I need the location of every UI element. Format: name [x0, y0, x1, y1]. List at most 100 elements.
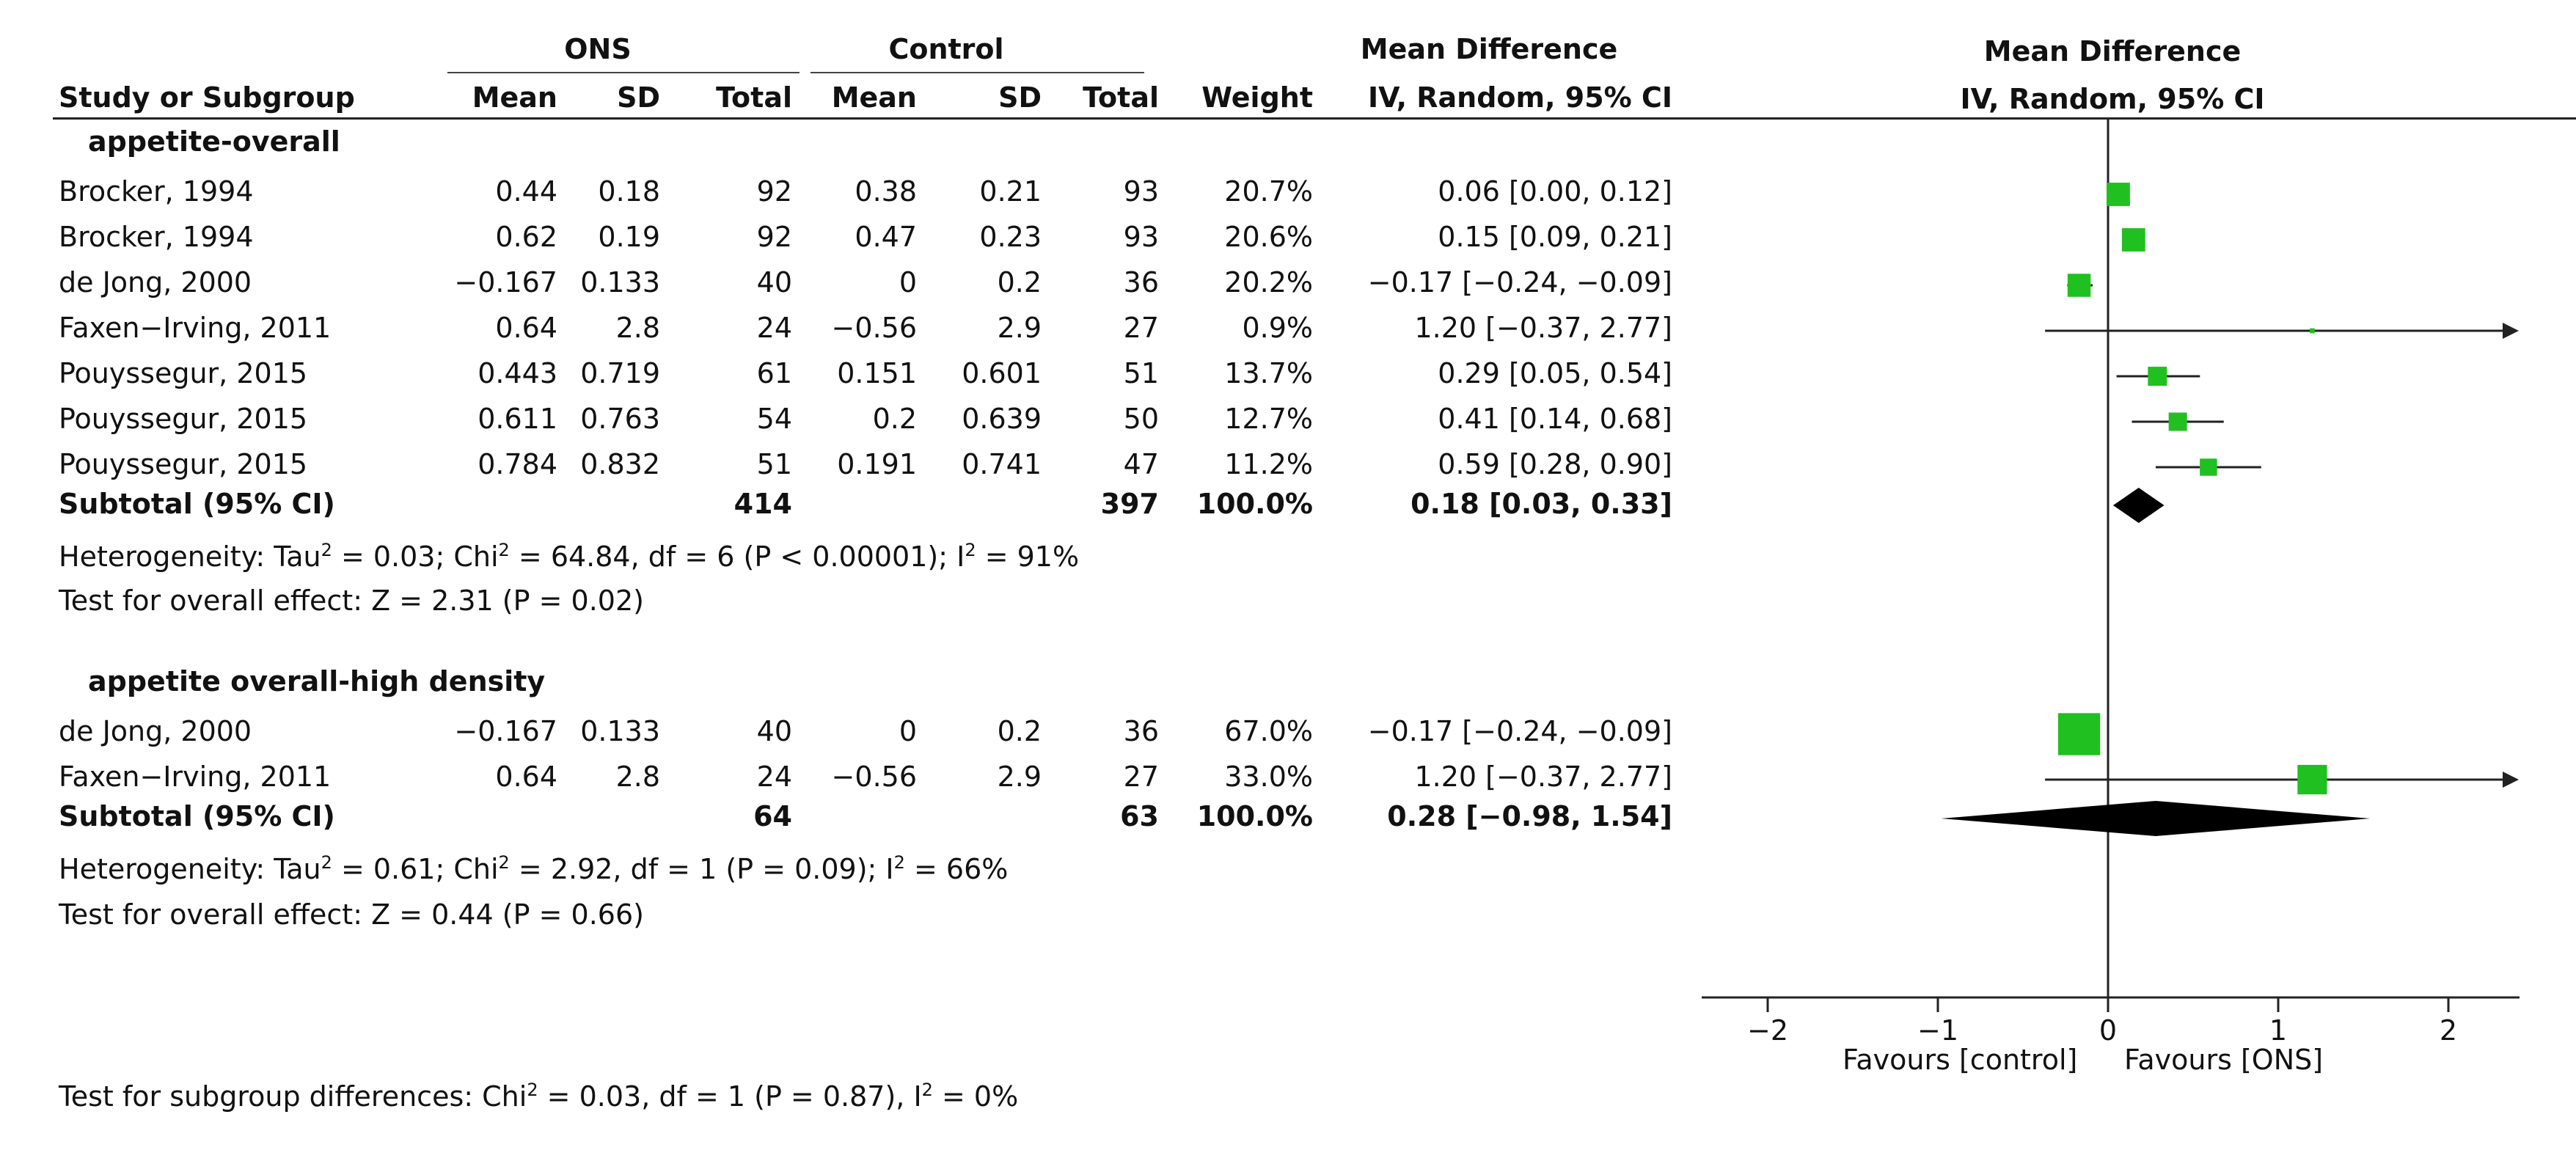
ons-sd: 2.8 — [615, 761, 660, 793]
ons-mean: −0.167 — [454, 715, 557, 747]
ons-sd: 0.719 — [580, 357, 660, 389]
ci-text: 1.20 [−0.37, 2.77] — [1414, 312, 1672, 344]
ons-mean: 0.64 — [495, 312, 557, 344]
ctrl-sd: 0.21 — [979, 175, 1042, 208]
study-name: Faxen−Irving, 2011 — [59, 761, 332, 793]
ctrl-sd: 0.2 — [997, 715, 1042, 747]
ons-total: 51 — [756, 448, 792, 480]
study-marker — [2057, 713, 2101, 755]
ci-text: 0.41 [0.14, 0.68] — [1438, 403, 1672, 435]
ctrl-mean: 0.151 — [837, 357, 917, 389]
x-tick-label: 2 — [2440, 1014, 2457, 1047]
ctrl-total: 27 — [1123, 761, 1159, 793]
ons-group-rule — [447, 72, 799, 73]
ctrl-total-header: Total — [1083, 81, 1159, 114]
md-sub-header: IV, Random, 95% CI — [1367, 81, 1672, 114]
ons-sd: 0.832 — [580, 448, 660, 480]
ons-mean: 0.784 — [477, 448, 557, 480]
subtotal-weight: 100.0% — [1196, 488, 1313, 520]
ctrl-mean: 0.38 — [855, 175, 917, 208]
ons-sd: 2.8 — [615, 312, 660, 344]
ons-group-header: ONS — [564, 33, 632, 65]
md-title-header: Mean Difference — [1360, 33, 1618, 65]
ci-text: −0.17 [−0.24, −0.09] — [1367, 715, 1672, 747]
study-marker — [2200, 458, 2217, 476]
ctrl-total: 93 — [1123, 221, 1159, 253]
ci-text: 0.06 [0.00, 0.12] — [1438, 175, 1672, 208]
ctrl-sd: 2.9 — [997, 312, 1042, 344]
favours-ons-label: Favours [ONS] — [2124, 1044, 2323, 1076]
ons-sd-header: SD — [617, 81, 660, 114]
ons-mean: 0.64 — [495, 761, 557, 793]
favours-control-label: Favours [control] — [1843, 1044, 2077, 1076]
ons-total: 92 — [756, 175, 792, 208]
study-name: Faxen−Irving, 2011 — [59, 312, 332, 344]
weight: 20.6% — [1224, 221, 1313, 253]
ons-total: 24 — [756, 312, 792, 344]
study-marker — [2148, 367, 2167, 386]
subtotal-ci-text: 0.28 [−0.98, 1.54] — [1387, 800, 1672, 832]
ons-sd: 0.18 — [598, 175, 660, 208]
ons-mean: −0.167 — [454, 266, 557, 299]
ctrl-sd: 2.9 — [997, 761, 1042, 793]
ons-mean: 0.443 — [477, 357, 557, 389]
subtotal-label: Subtotal (95% CI) — [59, 488, 335, 520]
ctrl-mean-header: Mean — [831, 81, 917, 114]
study-name: Brocker, 1994 — [59, 175, 254, 208]
study-name: de Jong, 2000 — [59, 266, 252, 299]
ons-total: 40 — [756, 715, 792, 747]
ctrl-mean: 0.191 — [837, 448, 917, 480]
ctrl-mean: −0.56 — [831, 761, 917, 793]
ctrl-sd: 0.741 — [962, 448, 1042, 480]
heterogeneity-text: Heterogeneity: Tau2 = 0.03; Chi2 = 64.84… — [59, 540, 1080, 573]
ci-text: 0.15 [0.09, 0.21] — [1438, 221, 1672, 253]
ons-mean-header: Mean — [472, 81, 557, 114]
study-name: Pouyssegur, 2015 — [59, 403, 308, 435]
control-group-rule — [811, 72, 1144, 73]
weight: 11.2% — [1224, 448, 1313, 480]
study-name: Pouyssegur, 2015 — [59, 448, 308, 480]
weight: 13.7% — [1224, 357, 1313, 389]
x-tick-label: −2 — [1747, 1014, 1788, 1047]
subtotal-ctrl-total: 397 — [1100, 488, 1159, 520]
ctrl-mean: −0.56 — [831, 312, 917, 344]
ons-sd: 0.19 — [598, 221, 660, 253]
ons-mean: 0.44 — [495, 175, 557, 208]
ctrl-total: 47 — [1123, 448, 1159, 480]
study-name: Brocker, 1994 — [59, 221, 254, 253]
subtotal-ctrl-total: 63 — [1120, 800, 1159, 832]
ci-text: 0.59 [0.28, 0.90] — [1438, 448, 1672, 480]
subtotal-ci-text: 0.18 [0.03, 0.33] — [1410, 488, 1672, 520]
ctrl-mean: 0 — [899, 715, 917, 747]
heterogeneity-text: Heterogeneity: Tau2 = 0.61; Chi2 = 2.92,… — [59, 852, 1009, 885]
ons-mean: 0.62 — [495, 221, 557, 253]
study-column-header: Study or Subgroup — [59, 81, 355, 114]
study-marker — [2297, 764, 2327, 795]
ctrl-total: 36 — [1123, 266, 1159, 299]
ons-sd: 0.133 — [580, 266, 660, 299]
plot-title: Mean Difference — [1984, 35, 2242, 67]
x-tick-label: −1 — [1917, 1014, 1958, 1047]
subgroup-title: appetite overall-high density — [88, 665, 546, 697]
subtotal-weight: 100.0% — [1196, 800, 1313, 832]
ctrl-sd: 0.601 — [962, 357, 1042, 389]
ctrl-mean: 0.2 — [872, 403, 917, 435]
ctrl-sd: 0.2 — [997, 266, 1042, 299]
weight: 12.7% — [1224, 403, 1313, 435]
ctrl-total: 93 — [1123, 175, 1159, 208]
ci-text: 0.29 [0.05, 0.54] — [1438, 357, 1672, 389]
ctrl-sd: 0.639 — [962, 403, 1042, 435]
ons-sd: 0.133 — [580, 715, 660, 747]
ctrl-mean: 0 — [899, 266, 917, 299]
ctrl-total: 36 — [1123, 715, 1159, 747]
study-name: de Jong, 2000 — [59, 715, 252, 747]
control-group-header: Control — [888, 33, 1004, 65]
ons-sd: 0.763 — [580, 403, 660, 435]
study-marker — [2121, 228, 2145, 252]
ctrl-sd: 0.23 — [979, 221, 1042, 253]
ons-total: 24 — [756, 761, 792, 793]
ons-mean: 0.611 — [477, 403, 557, 435]
ctrl-total: 27 — [1123, 312, 1159, 344]
ctrl-total: 51 — [1123, 357, 1159, 389]
